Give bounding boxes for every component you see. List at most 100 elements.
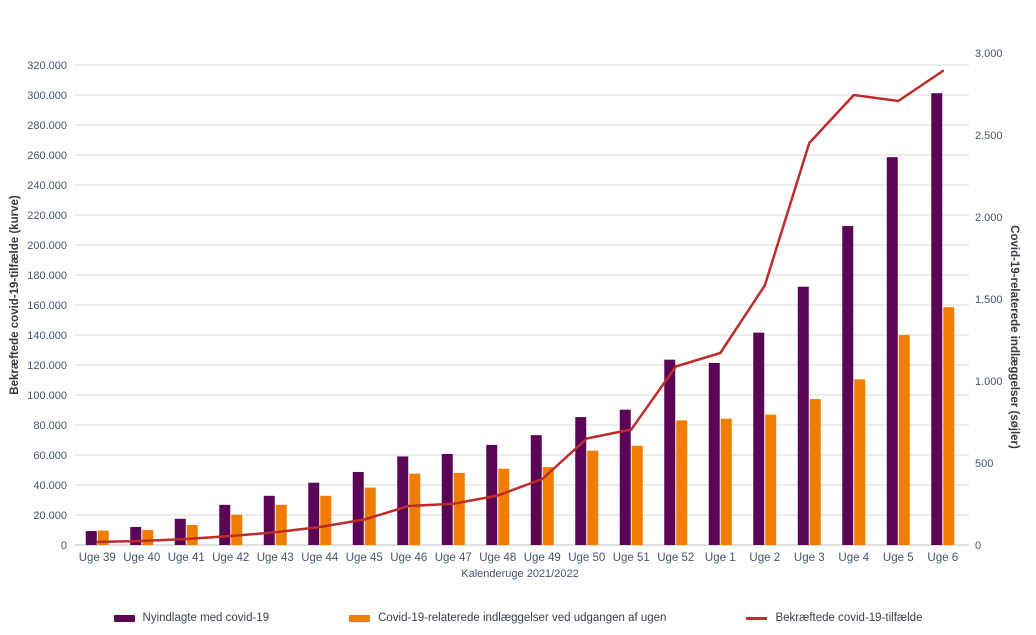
x-axis-tick-label: Uge 5 (883, 552, 914, 564)
legend-label: Covid-19-relaterede indlæggelser ved udg… (378, 612, 667, 624)
left-axis-tick-label: 100.000 (27, 390, 67, 402)
right-axis-tick-label: 1.500 (975, 294, 1003, 306)
x-axis-tick-label: Uge 2 (749, 552, 780, 564)
bar-indlagte-uge-6 (943, 307, 955, 545)
bar-nyindlagte-uge-41 (174, 518, 186, 545)
legend-item-indlaeggelser: Covid-19-relaterede indlæggelser ved udg… (349, 612, 666, 624)
orange-bar-swatch-icon (349, 614, 371, 622)
right-axis-tick-label: 0 (975, 540, 981, 552)
bar-nyindlagte-uge-47 (441, 453, 453, 545)
bar-nyindlagte-uge-1 (708, 362, 720, 545)
bar-indlagte-uge-5 (898, 335, 910, 545)
x-axis-tick-label: Uge 45 (346, 552, 383, 564)
legend-label: Nyindlagte med covid-19 (142, 612, 270, 624)
x-axis-tick-label: Uge 44 (301, 552, 339, 564)
x-axis-tick-label: Uge 41 (168, 552, 205, 564)
bar-nyindlagte-uge-45 (352, 472, 364, 545)
bar-indlagte-uge-42 (231, 514, 243, 545)
left-axis-tick-label: 0 (61, 540, 67, 552)
bar-nyindlagte-uge-52 (664, 359, 676, 545)
right-axis-tick-label: 500 (975, 458, 993, 470)
bar-indlagte-uge-41 (186, 524, 198, 545)
left-axis-tick-label: 260.000 (27, 150, 67, 162)
left-axis-tick-label: 180.000 (27, 270, 67, 282)
bar-indlagte-uge-39 (97, 530, 109, 545)
x-axis-tick-label: Uge 48 (479, 552, 516, 564)
left-axis-tick-label: 240.000 (27, 180, 67, 192)
bar-indlagte-uge-3 (809, 399, 821, 545)
chart-legend: Nyindlagte med covid-19 Covid-19-relater… (0, 612, 1036, 624)
bar-indlagte-uge-48 (498, 468, 510, 545)
bar-indlagte-uge-40 (142, 529, 154, 545)
right-axis-tick-label: 1.000 (975, 376, 1003, 388)
right-axis-tick-label: 2.500 (975, 130, 1003, 142)
x-axis-tick-label: Uge 4 (838, 552, 869, 564)
left-axis-tick-label: 60.000 (33, 450, 67, 462)
x-axis-tick-label: Uge 43 (257, 552, 294, 564)
bar-indlagte-uge-2 (765, 414, 777, 545)
x-axis-tick-label: Uge 50 (568, 552, 605, 564)
left-axis-tick-label: 20.000 (33, 510, 67, 522)
bar-nyindlagte-uge-2 (753, 332, 765, 545)
legend-label: Bekræftede covid-19-tilfælde (775, 612, 923, 624)
bar-nyindlagte-uge-4 (842, 226, 854, 545)
confirmed-cases-line (96, 69, 945, 544)
left-axis-tick-label: 200.000 (27, 240, 67, 252)
x-axis-tick-label: Uge 47 (435, 552, 472, 564)
bar-nyindlagte-uge-3 (797, 286, 809, 545)
bar-nyindlagte-uge-6 (931, 93, 943, 546)
left-axis-tick-label: 280.000 (27, 120, 67, 132)
x-axis-tick-label: Uge 51 (613, 552, 650, 564)
bar-nyindlagte-uge-50 (575, 417, 587, 545)
x-axis-tick-label: Uge 46 (390, 552, 427, 564)
x-axis-tick-label: Uge 39 (79, 552, 116, 564)
x-axis-tick-label: Uge 3 (794, 552, 825, 564)
x-axis-tick-label: Uge 1 (705, 552, 736, 564)
bar-indlagte-uge-50 (587, 450, 599, 545)
bar-nyindlagte-uge-42 (219, 504, 231, 545)
bar-nyindlagte-uge-46 (397, 456, 409, 545)
right-axis-tick-label: 3.000 (975, 48, 1003, 60)
x-axis-tick-label: Uge 40 (123, 552, 160, 564)
bar-nyindlagte-uge-49 (530, 435, 542, 545)
left-axis-title: Bekræftede covid-19-tilfælde (kurve) (9, 195, 21, 395)
right-axis-title: Covid-19-relaterede indlæggelser (søjler… (1008, 225, 1020, 449)
bar-indlagte-uge-49 (542, 467, 554, 545)
left-axis-tick-label: 220.000 (27, 210, 67, 222)
bar-nyindlagte-uge-5 (886, 157, 898, 545)
bar-indlagte-uge-1 (720, 418, 732, 545)
bar-indlagte-uge-44 (320, 495, 332, 545)
left-axis-tick-label: 40.000 (33, 480, 67, 492)
left-axis-tick-label: 120.000 (27, 360, 67, 372)
right-axis-tick-label: 2.000 (975, 212, 1003, 224)
bar-indlagte-uge-52 (676, 420, 688, 545)
bar-nyindlagte-uge-51 (619, 409, 631, 545)
bar-indlagte-uge-47 (453, 472, 465, 545)
bar-indlagte-uge-45 (364, 487, 376, 545)
bar-nyindlagte-uge-43 (263, 495, 275, 545)
purple-bar-swatch-icon (113, 614, 135, 622)
bar-indlagte-uge-43 (275, 504, 287, 545)
left-axis-tick-label: 160.000 (27, 300, 67, 312)
legend-item-bekraeftede: Bekræftede covid-19-tilfælde (746, 612, 922, 624)
x-axis-tick-label: Uge 52 (657, 552, 694, 564)
bar-nyindlagte-uge-44 (308, 482, 320, 545)
red-line-swatch-icon (746, 616, 768, 620)
bar-indlagte-uge-46 (409, 473, 421, 545)
x-axis-tick-label: Uge 42 (212, 552, 249, 564)
legend-item-nyindlagte: Nyindlagte med covid-19 (113, 612, 270, 624)
bar-indlagte-uge-51 (631, 445, 643, 545)
left-axis-tick-label: 300.000 (27, 90, 67, 102)
left-axis-tick-label: 80.000 (33, 420, 67, 432)
x-axis-tick-label: Uge 49 (524, 552, 561, 564)
x-axis-title: Kalenderuge 2021/2022 (461, 568, 579, 580)
bar-nyindlagte-uge-40 (130, 526, 142, 545)
bar-indlagte-uge-4 (854, 379, 866, 545)
bar-nyindlagte-uge-48 (486, 444, 498, 545)
x-axis-tick-label: Uge 6 (927, 552, 958, 564)
bar-nyindlagte-uge-39 (85, 531, 97, 545)
left-axis-tick-label: 140.000 (27, 330, 67, 342)
left-axis-tick-label: 320.000 (27, 60, 67, 72)
